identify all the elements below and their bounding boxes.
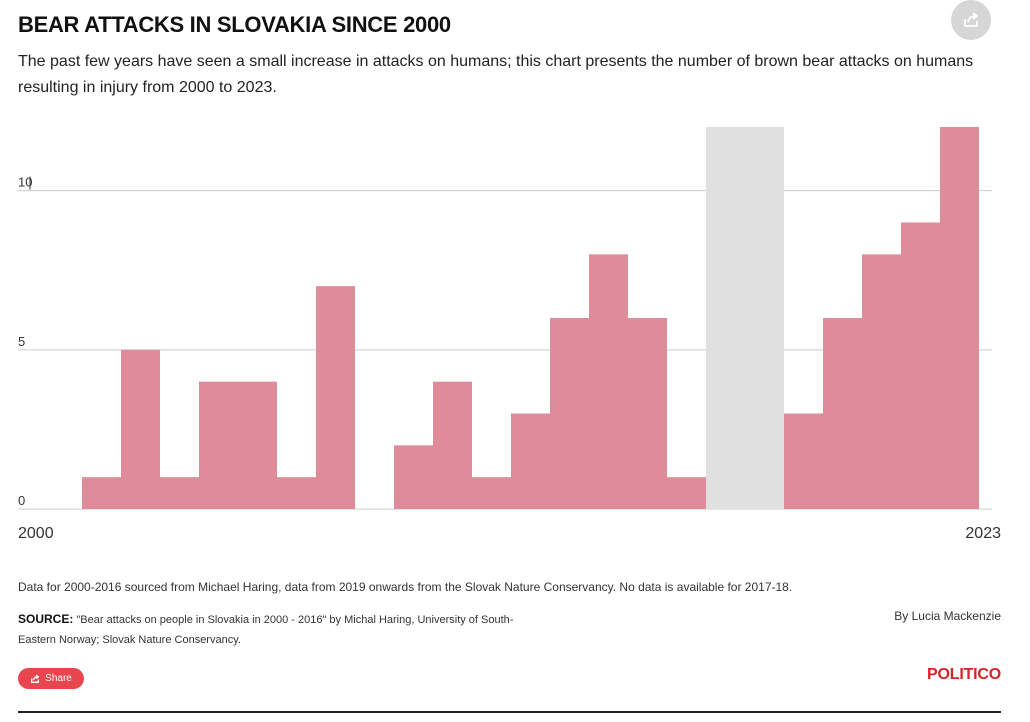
- bar-2010[interactable]: [433, 381, 472, 509]
- share-button[interactable]: Share: [18, 668, 84, 689]
- bar-2002[interactable]: [121, 349, 160, 509]
- byline: By Lucia Mackenzie: [894, 609, 1001, 623]
- y-tick-label: 0: [18, 493, 25, 508]
- no-data-bar-2017: [706, 127, 745, 509]
- bar-chart: 0 5 10 2000 2023: [18, 127, 1001, 542]
- bar-2019[interactable]: [784, 413, 823, 510]
- bar-2011[interactable]: [472, 477, 511, 509]
- bar-2009[interactable]: [394, 445, 433, 509]
- x-tick-label-start: 2000: [18, 525, 54, 542]
- share-label: Share: [45, 673, 72, 684]
- source-label: SOURCE:: [18, 612, 74, 626]
- chart-title: BEAR ATTACKS IN SLOVAKIA SINCE 2000: [18, 12, 451, 37]
- bar-2020[interactable]: [823, 318, 862, 509]
- chart-subtitle: The past few years have seen a small inc…: [18, 53, 974, 96]
- bar-2014[interactable]: [589, 254, 628, 509]
- bar-2007[interactable]: [316, 286, 355, 509]
- politico-logo: POLITICO: [927, 666, 1001, 683]
- bottom-rule: [18, 711, 1001, 713]
- share-button-top[interactable]: [951, 0, 991, 40]
- no-data-bar-2018: [745, 127, 784, 509]
- bar-2004[interactable]: [199, 381, 238, 509]
- bar-2015[interactable]: [628, 318, 667, 509]
- bar-2022[interactable]: [901, 222, 940, 510]
- bar-2005[interactable]: [238, 381, 277, 509]
- source-text: "Bear attacks on people in Slovakia in 2…: [18, 614, 514, 646]
- source-block: SOURCE: "Bear attacks on people in Slova…: [18, 609, 528, 650]
- bar-2023[interactable]: [940, 127, 979, 509]
- bar-2003[interactable]: [160, 477, 199, 509]
- share-icon: [964, 12, 979, 27]
- y-tick-label: 5: [18, 334, 25, 349]
- x-tick-label-end: 2023: [965, 525, 1001, 542]
- bar-2016[interactable]: [667, 477, 706, 509]
- bar-2021[interactable]: [862, 254, 901, 509]
- bar-2012[interactable]: [511, 413, 550, 510]
- bar-2006[interactable]: [277, 477, 316, 509]
- data-note: Data for 2000-2016 sourced from Michael …: [18, 580, 793, 594]
- bar-2001[interactable]: [82, 477, 121, 509]
- y-tick-label: 10: [18, 175, 32, 190]
- share-icon: [31, 674, 40, 683]
- bar-2013[interactable]: [550, 318, 589, 509]
